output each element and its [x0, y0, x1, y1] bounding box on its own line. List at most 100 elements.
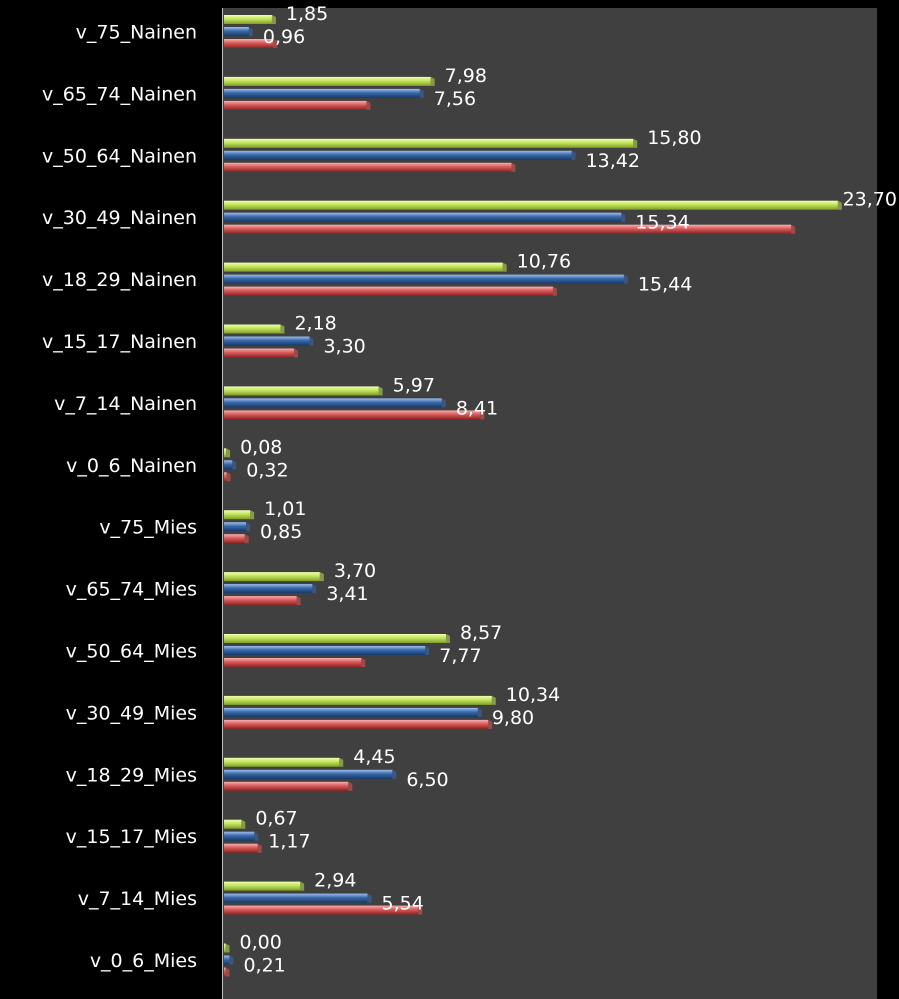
bar: [224, 39, 274, 48]
bar: [224, 819, 242, 829]
bar-side: [361, 658, 366, 667]
bar: [224, 398, 442, 408]
bar-side: [319, 572, 324, 582]
category-label: v_15_17_Mies: [66, 826, 197, 848]
data-label: 2,18: [294, 313, 336, 335]
bar: [224, 200, 838, 210]
bar-side: [491, 695, 496, 705]
bar: [224, 757, 340, 767]
bar: [224, 274, 624, 284]
category-label: v_75_Nainen: [76, 22, 197, 44]
bar-side: [339, 757, 344, 767]
bar: [224, 955, 230, 965]
bar-side: [232, 460, 237, 470]
bar: [224, 324, 281, 334]
bar-side: [623, 274, 628, 284]
bar-side: [425, 646, 430, 655]
bar-side: [392, 769, 397, 779]
bar-side: [225, 943, 230, 953]
bar-side: [226, 448, 231, 458]
data-label: 0,08: [240, 436, 282, 458]
bar: [224, 348, 294, 358]
bar-side: [445, 634, 450, 643]
bar-side: [378, 386, 383, 396]
data-label: 15,44: [638, 274, 692, 296]
bar-side: [441, 398, 446, 408]
category-label: v_18_29_Mies: [66, 764, 197, 786]
bar-side: [229, 955, 234, 965]
category-label: v_7_14_Nainen: [54, 393, 197, 415]
bar-side: [419, 88, 424, 98]
category-label: v_50_64_Nainen: [42, 145, 197, 167]
bar-side: [552, 286, 557, 296]
bar-side: [837, 200, 842, 210]
bar: [224, 410, 481, 420]
data-label: 6,50: [406, 769, 448, 791]
bar: [224, 286, 553, 296]
category-label: v_0_6_Mies: [90, 950, 197, 972]
data-label: 7,77: [439, 645, 481, 667]
bar: [224, 88, 420, 98]
bar: [224, 634, 446, 643]
bar-side: [241, 819, 246, 829]
bar-side: [418, 905, 423, 915]
bar-side: [271, 15, 276, 24]
data-label: 10,34: [506, 684, 560, 706]
bar-side: [621, 212, 626, 222]
data-label: 4,45: [353, 746, 395, 768]
category-label: v_15_17_Nainen: [42, 331, 197, 353]
bar-side: [633, 138, 638, 148]
category-label: v_75_Mies: [99, 517, 197, 539]
category-label: v_30_49_Mies: [66, 702, 197, 724]
bar: [224, 212, 622, 222]
bar: [224, 893, 368, 903]
data-label: 13,42: [586, 150, 640, 172]
bar-side: [296, 596, 301, 606]
data-label: 23,70: [843, 189, 897, 211]
data-label: 15,80: [647, 127, 701, 149]
data-label: 0,21: [243, 955, 285, 977]
bar-side: [348, 781, 353, 791]
category-label: v_65_74_Nainen: [42, 83, 197, 105]
bar: [224, 76, 431, 86]
bar-side: [225, 967, 230, 977]
bar: [224, 138, 634, 148]
data-label: 1,85: [286, 3, 328, 25]
data-label: 1,01: [264, 498, 306, 520]
bar-side: [226, 472, 231, 482]
data-label: 0,67: [255, 808, 297, 830]
data-label: 10,76: [517, 251, 571, 273]
data-label: 8,41: [456, 397, 498, 419]
category-label: v_0_6_Nainen: [66, 455, 197, 477]
bar-side: [502, 262, 507, 272]
data-label: 3,30: [323, 336, 365, 358]
data-label: 2,94: [314, 870, 356, 892]
category-label: v_65_74_Mies: [66, 579, 197, 601]
bar: [224, 150, 572, 160]
category-label: v_50_64_Mies: [66, 641, 197, 663]
data-label: 7,56: [434, 88, 476, 110]
bar: [224, 472, 227, 482]
bar-side: [511, 162, 516, 172]
category-label: v_30_49_Nainen: [42, 207, 197, 229]
bar-side: [571, 150, 576, 160]
data-label: 15,34: [635, 212, 689, 234]
bar-side: [300, 881, 305, 891]
data-label: 3,41: [326, 583, 368, 605]
bar: [224, 781, 349, 791]
bar: [224, 967, 226, 977]
bar: [224, 448, 227, 458]
bar: [224, 162, 512, 172]
bar: [224, 905, 419, 915]
bar: [224, 460, 233, 470]
bar-side: [488, 719, 493, 729]
bar: [224, 719, 489, 729]
bar-side: [248, 27, 253, 36]
data-label: 0,32: [246, 459, 288, 481]
bar-side: [280, 324, 285, 334]
data-label: 0,00: [240, 932, 282, 954]
bar-side: [430, 76, 435, 86]
data-label: 0,85: [260, 521, 302, 543]
data-label: 5,97: [393, 374, 435, 396]
